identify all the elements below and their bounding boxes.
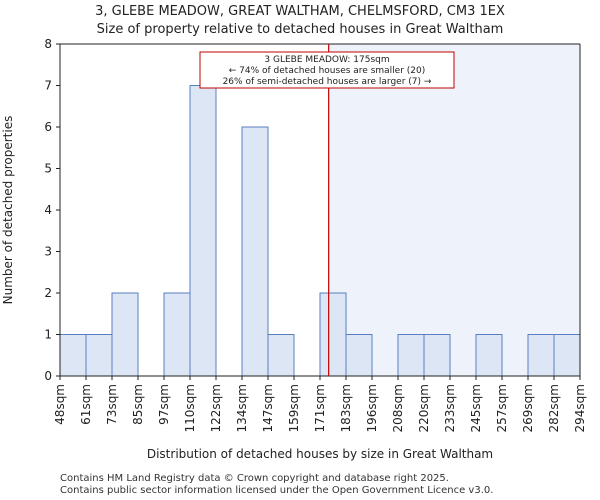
footer-copyright: Contains HM Land Registry data © Crown c… [60,473,449,484]
x-tick-label-110sqm: 110sqm [183,384,197,432]
x-tick-label-159sqm: 159sqm [287,384,301,432]
x-tick-label-220sqm: 220sqm [417,384,431,432]
bar-220sqm [423,334,451,377]
x-tick-label-294sqm: 294sqm [573,384,587,432]
bar-208sqm [397,334,425,377]
bar-73sqm [111,292,139,377]
y-tick-label-6: 6 [44,120,52,134]
y-tick-label-0: 0 [44,369,52,383]
y-tick-label-8: 8 [44,37,52,51]
annotation-box [199,51,455,89]
annotation-line-1: 3 GLEBE MEADOW: 175sqm [264,55,389,65]
x-tick-label-134sqm: 134sqm [235,384,249,432]
x-tick-label-73sqm: 73sqm [105,384,119,425]
x-tick-label-61sqm: 61sqm [79,384,93,425]
bar-183sqm [345,334,373,377]
x-tick-label-122sqm: 122sqm [209,384,223,432]
bar-269sqm [527,334,555,377]
bar-147sqm [267,334,295,377]
y-tick-label-5: 5 [44,162,52,176]
x-tick-label-282sqm: 282sqm [547,384,561,432]
highlight-region [328,44,580,376]
x-tick-label-97sqm: 97sqm [157,384,171,425]
x-tick-label-233sqm: 233sqm [443,384,457,432]
bar-134sqm [241,126,269,377]
x-tick-label-208sqm: 208sqm [391,384,405,432]
annotation-line-3: 26% of semi-detached houses are larger (… [223,77,432,87]
x-tick-label-269sqm: 269sqm [521,384,535,432]
bar-245sqm [475,334,503,377]
x-axis-title: Distribution of detached houses by size … [147,447,493,461]
y-axis-title: Number of detached properties [1,116,15,305]
y-tick-label-1: 1 [44,328,52,342]
annotation-line-2: ← 74% of detached houses are smaller (20… [229,66,426,76]
x-tick-label-171sqm: 171sqm [313,384,327,432]
chart-title: 3, GLEBE MEADOW, GREAT WALTHAM, CHELMSFO… [95,4,505,19]
x-tick-label-48sqm: 48sqm [53,384,67,425]
y-tick-label-4: 4 [44,203,52,217]
y-tick-label-3: 3 [44,245,52,259]
chart-subtitle: Size of property relative to detached ho… [96,22,504,37]
x-tick-label-183sqm: 183sqm [339,384,353,432]
x-tick-label-257sqm: 257sqm [495,384,509,432]
x-tick-label-147sqm: 147sqm [261,384,275,432]
bar-110sqm [189,85,217,377]
bar-282sqm [553,334,581,377]
footer-licence: Contains public sector information licen… [60,485,494,496]
bar-61sqm [85,334,113,377]
x-tick-label-245sqm: 245sqm [469,384,483,432]
y-tick-label-7: 7 [44,79,52,93]
bar-48sqm [59,334,87,377]
x-tick-label-196sqm: 196sqm [365,384,379,432]
bar-97sqm [163,292,191,377]
bar-171sqm [319,292,347,377]
x-tick-label-85sqm: 85sqm [131,384,145,425]
y-tick-label-2: 2 [44,286,52,300]
